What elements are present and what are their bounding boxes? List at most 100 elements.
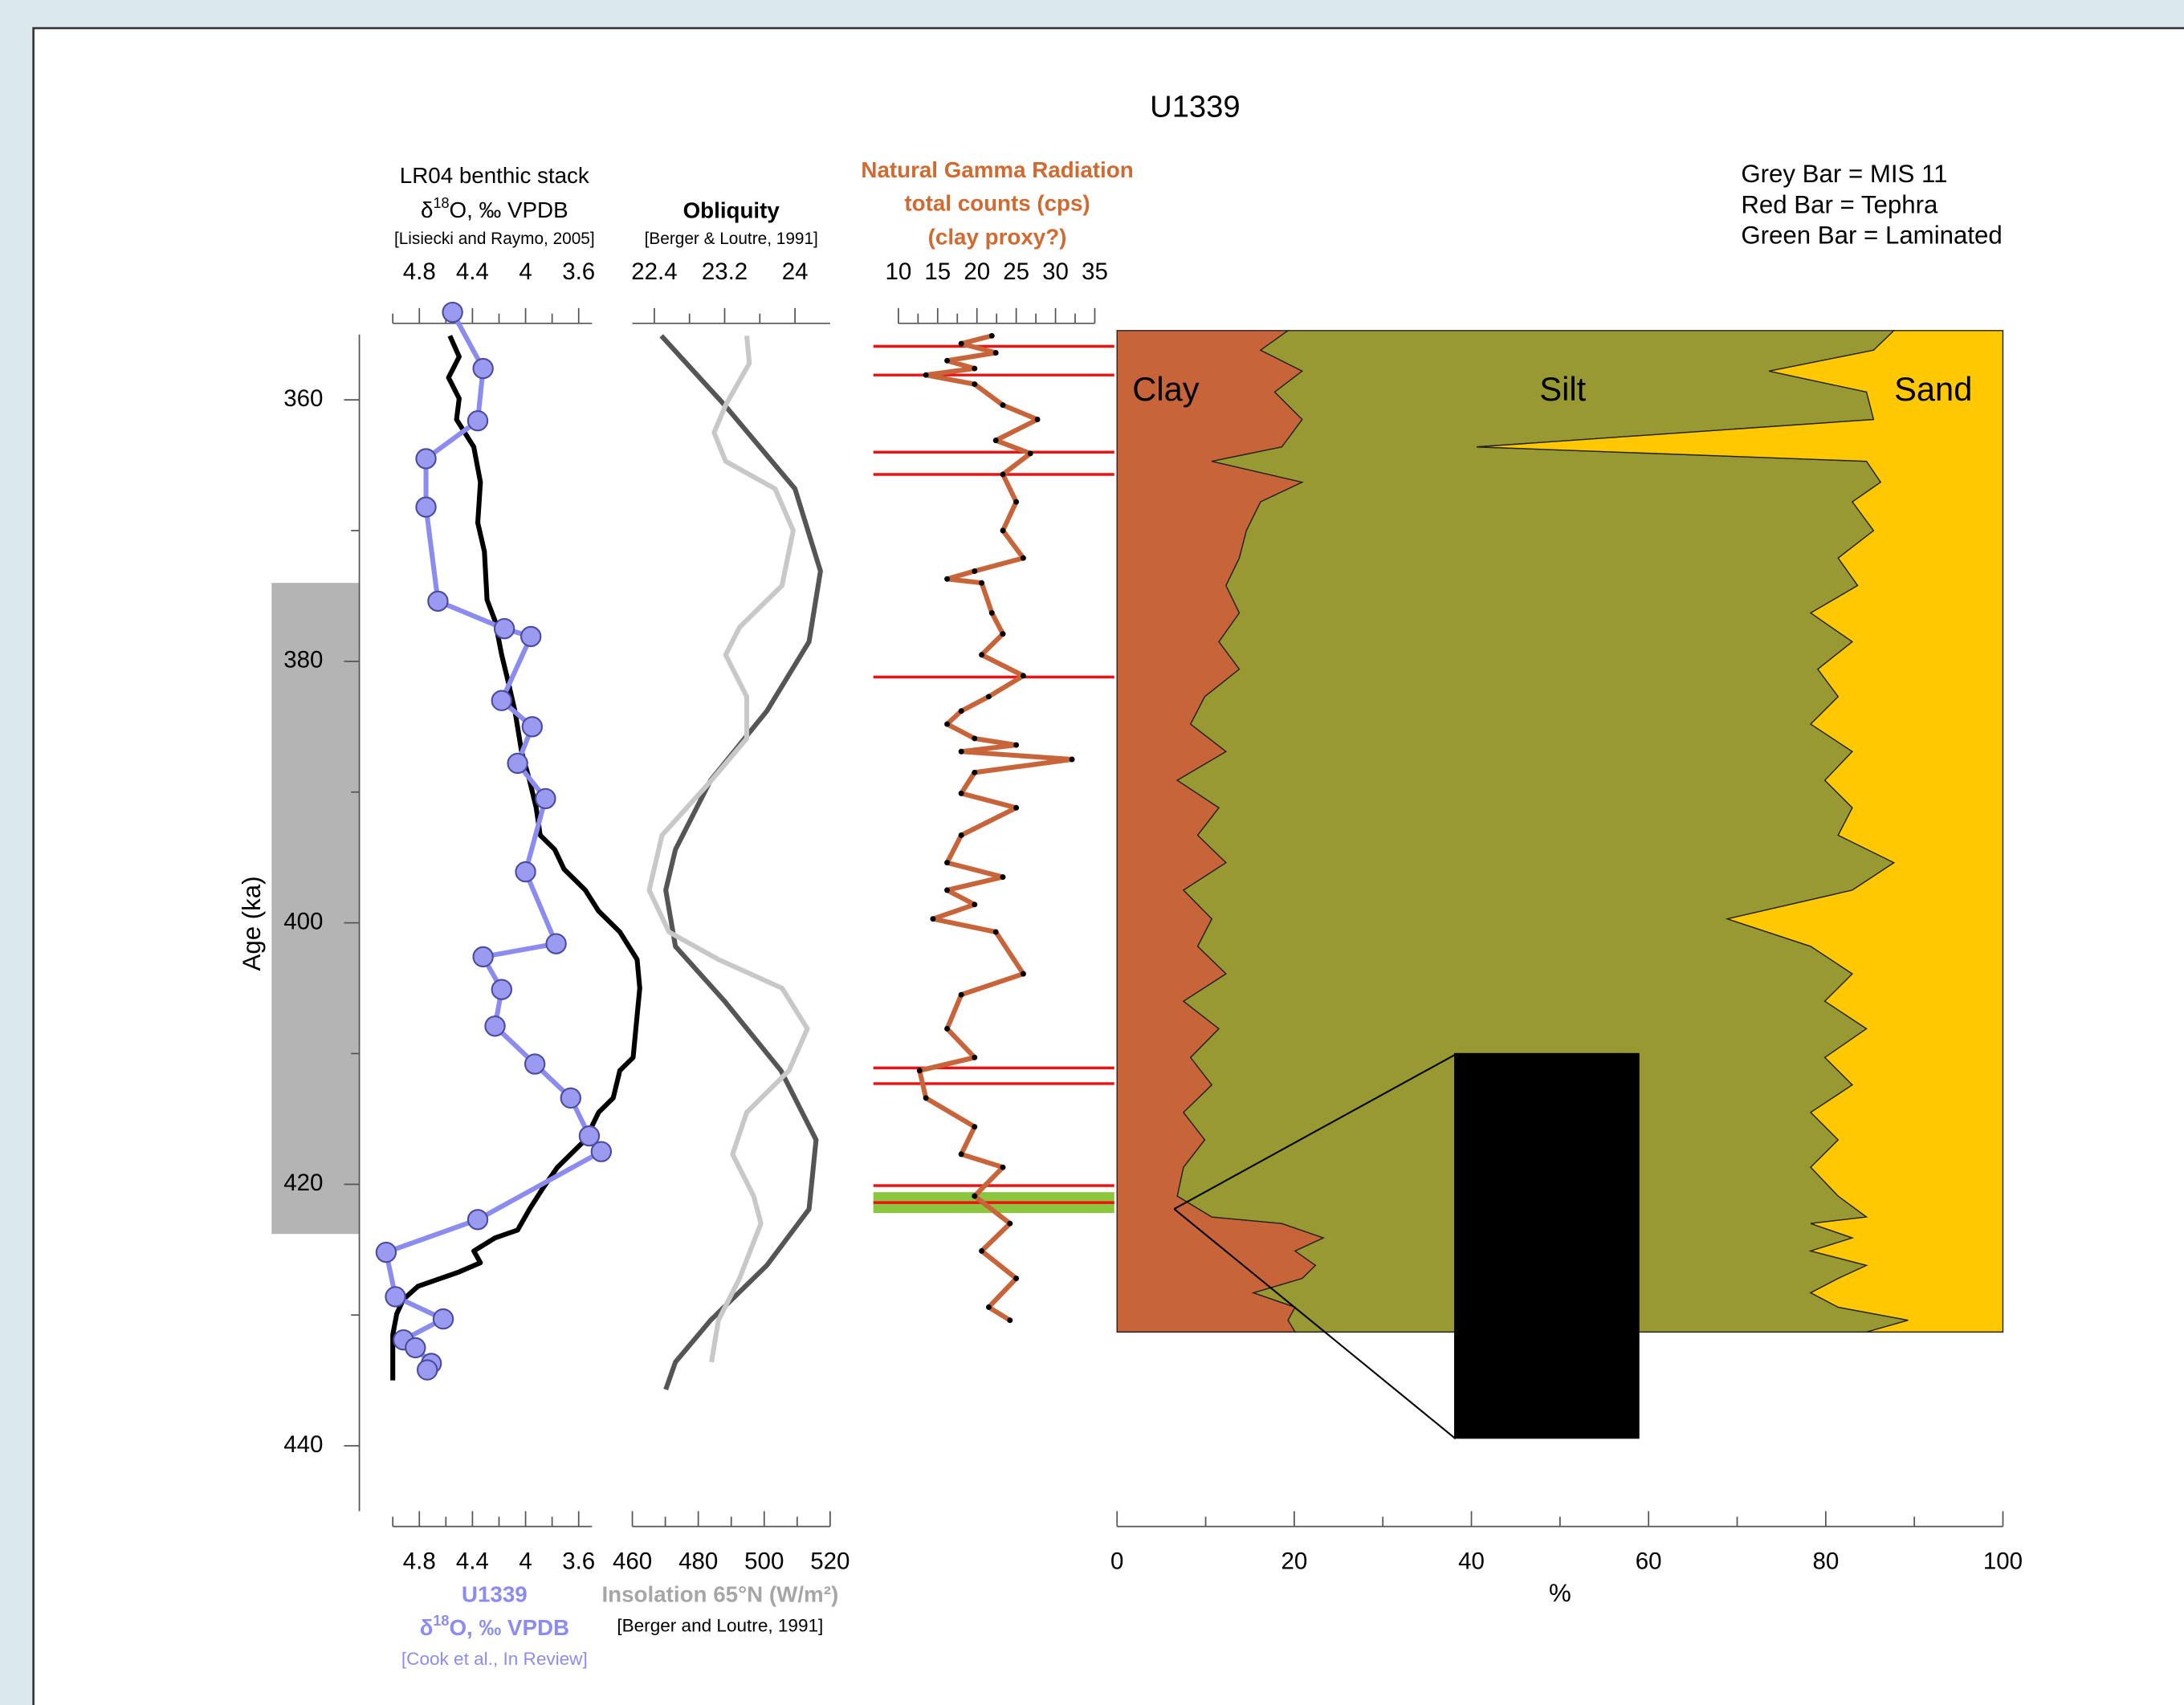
x-tick-label: 35: [1082, 258, 1108, 285]
x-tick-label: 80: [1812, 1548, 1839, 1574]
x-tick-label: 4.4: [456, 1548, 489, 1574]
series-marker: [385, 1287, 405, 1306]
series-marker: [442, 303, 462, 322]
series-marker: [405, 1338, 425, 1357]
series-marker: [1000, 402, 1006, 408]
series-marker: [1000, 1165, 1006, 1170]
series-marker: [930, 916, 935, 922]
series-marker: [507, 754, 527, 773]
series-marker: [468, 411, 487, 430]
series-marker: [1013, 743, 1019, 748]
series-marker: [979, 580, 984, 586]
axis-label: Obliquity: [683, 197, 780, 222]
series-marker: [592, 1141, 611, 1161]
series-marker: [972, 366, 977, 372]
series-marker: [495, 619, 514, 638]
series-marker: [959, 708, 964, 714]
series-marker: [536, 789, 555, 808]
axis-label: U1339: [462, 1582, 528, 1607]
area-label: Clay: [1132, 370, 1199, 408]
x-tick-label: 4.8: [403, 1548, 436, 1574]
axis-label: total counts (cps): [904, 191, 1090, 216]
series-marker: [972, 901, 977, 907]
x-tick-label: 15: [924, 258, 951, 285]
series-marker: [1000, 528, 1006, 534]
y-tick-label: 420: [283, 1170, 323, 1196]
area-label: Silt: [1539, 370, 1586, 408]
series-marker: [492, 980, 511, 999]
series-marker: [986, 694, 992, 699]
x-tick-label: 22.4: [631, 258, 677, 285]
series-marker: [959, 1151, 964, 1157]
series-marker: [416, 498, 435, 517]
series-marker: [972, 381, 977, 387]
series-marker: [979, 1248, 984, 1254]
figure-title: U1339: [1150, 90, 1240, 124]
series-marker: [993, 930, 999, 935]
series-marker: [1000, 631, 1006, 637]
series-marker: [972, 735, 977, 741]
series-marker: [473, 359, 492, 378]
series-marker: [944, 576, 950, 582]
series-marker: [418, 1360, 437, 1379]
x-tick-label: 4: [519, 1548, 532, 1574]
axis-label: [Lisiecki and Raymo, 2005]: [394, 230, 595, 248]
legend-note: Green Bar = Laminated: [1741, 222, 2002, 250]
x-tick-label: 20: [964, 258, 990, 285]
series-marker: [1013, 805, 1019, 811]
x-tick-label: 24: [782, 258, 809, 285]
series-marker: [1070, 757, 1075, 763]
x-tick-label: 10: [885, 258, 911, 285]
series-marker: [1035, 417, 1041, 422]
series-marker: [561, 1089, 581, 1108]
series-marker: [944, 358, 950, 364]
series-marker: [416, 449, 435, 468]
series-marker: [428, 592, 447, 611]
inset-box: [1454, 1053, 1640, 1439]
series-marker: [944, 1026, 950, 1032]
series-marker: [1007, 1221, 1013, 1227]
x-tick-label: 60: [1636, 1548, 1662, 1574]
series-marker: [485, 1016, 504, 1036]
series-marker: [1013, 1276, 1019, 1281]
area-label: Sand: [1894, 370, 1972, 408]
x-tick-label: 4.8: [403, 258, 436, 285]
series-marker: [972, 1124, 977, 1129]
series-marker: [473, 947, 492, 966]
y-tick-label: 380: [283, 647, 323, 673]
series-marker: [972, 770, 977, 775]
series-marker: [492, 691, 511, 710]
series-marker: [1021, 971, 1026, 977]
axis-label: Insolation 65°N (W/m²): [601, 1582, 838, 1607]
series-marker: [521, 627, 540, 646]
series-marker: [972, 1055, 977, 1060]
series-marker: [972, 568, 977, 574]
x-axis-label: %: [1549, 1579, 1571, 1607]
y-tick-label: 360: [283, 385, 323, 412]
series-marker: [959, 992, 964, 998]
series-marker: [959, 832, 964, 838]
x-tick-label: 3.6: [562, 1548, 595, 1574]
x-tick-label: 500: [744, 1548, 784, 1574]
label-part: 18: [433, 195, 449, 211]
axis-label: Natural Gamma Radiation: [861, 157, 1133, 182]
series-marker: [959, 341, 964, 347]
series-marker: [468, 1210, 487, 1229]
x-tick-label: 30: [1042, 258, 1069, 285]
series-marker: [1007, 1317, 1013, 1323]
series-marker: [525, 1054, 544, 1073]
series-marker: [377, 1243, 396, 1262]
label-part: 18: [433, 1613, 449, 1629]
series-marker: [959, 749, 964, 755]
series-marker: [1000, 471, 1006, 477]
series-marker: [993, 437, 999, 443]
label-part: O, ‰ VPDB: [449, 1615, 569, 1640]
x-tick-label: 460: [613, 1548, 652, 1574]
label-part: O, ‰ VPDB: [450, 197, 568, 222]
series-marker: [434, 1309, 453, 1329]
x-tick-label: 3.6: [562, 258, 595, 285]
page: {"title": "U1339", "notes": ["Grey Bar =…: [0, 0, 2184, 1705]
x-tick-label: 40: [1458, 1548, 1485, 1574]
x-tick-label: 0: [1110, 1548, 1123, 1574]
series-marker: [986, 1304, 992, 1310]
